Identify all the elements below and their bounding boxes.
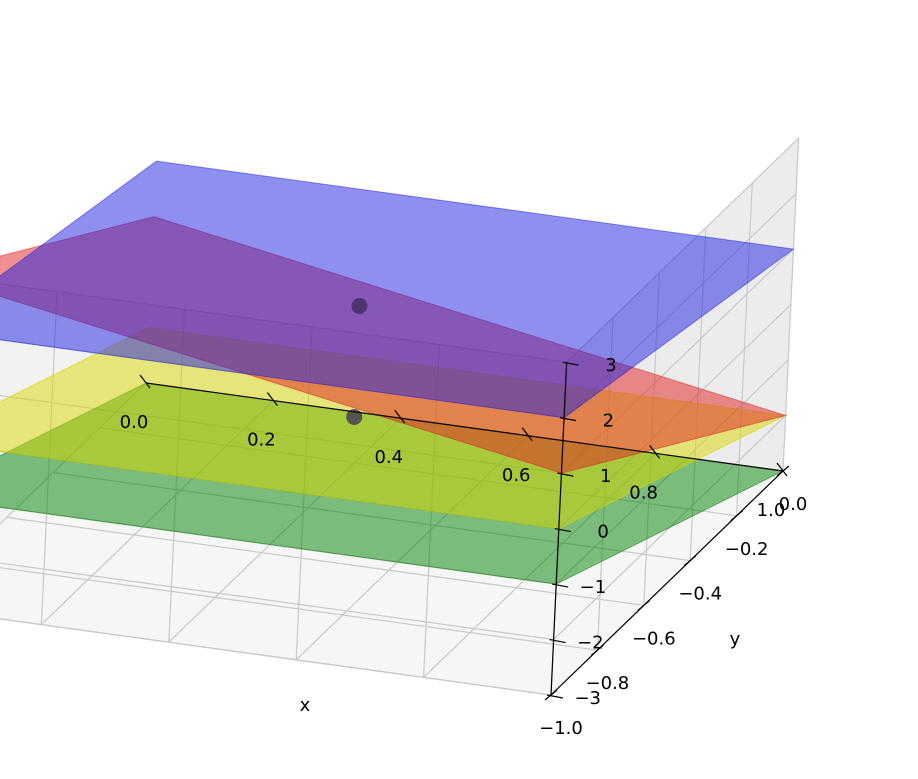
grid-line: [0, 567, 598, 651]
z-tick-label: −2: [577, 633, 604, 654]
y-axis-label: y: [730, 629, 741, 650]
y-tick: [776, 465, 790, 477]
grid-line: [6, 516, 644, 606]
z-axis-line: [550, 362, 568, 696]
y-axis-line: [550, 470, 784, 696]
x-tick: [394, 409, 406, 424]
x-tick-label: 0.4: [374, 447, 403, 468]
grid-line: [0, 562, 554, 641]
x-tick-label: 1.0: [757, 500, 786, 521]
x-tick-label: 0.0: [120, 412, 149, 433]
z-tick-label: −3: [574, 688, 601, 709]
scatter-points: [346, 298, 368, 425]
x-tick: [266, 392, 278, 406]
x-axis-line: [145, 382, 784, 472]
x-tick: [139, 374, 151, 389]
axis-lines: [139, 361, 790, 701]
x-axis-label: x: [300, 695, 311, 716]
z-tick: [559, 417, 577, 422]
y-tick-label: −0.6: [632, 628, 676, 649]
data-point-1: [351, 298, 368, 315]
x-tick-label: 0.6: [502, 465, 531, 486]
z-tick-label: 2: [603, 411, 614, 432]
y-tick-label: −0.4: [678, 584, 722, 605]
x-tick: [649, 445, 661, 459]
z-tick: [557, 472, 574, 477]
surfaces: [0, 160, 795, 585]
tick-labels: 0.00.20.40.60.81.00.0−0.2−0.4−0.6−0.8−1.…: [120, 355, 808, 739]
y-tick-label: −1.0: [539, 718, 583, 739]
y-tick: [683, 555, 697, 567]
grid-line: [0, 618, 552, 696]
x-tick: [521, 427, 533, 442]
z-tick-label: −1: [580, 577, 607, 598]
x-tick-label: 0.2: [247, 430, 276, 451]
z-tick: [549, 638, 566, 644]
z-tick: [552, 583, 569, 588]
y-tick: [637, 599, 651, 611]
x-tick-label: 0.8: [629, 482, 658, 503]
z-tick-label: 1: [600, 466, 611, 487]
y-tick: [591, 644, 604, 656]
y-tick-label: 0.0: [779, 494, 808, 515]
y-tick: [544, 689, 558, 701]
z-tick-label: 3: [605, 355, 616, 376]
data-point-2: [346, 408, 363, 425]
z-tick-label: 0: [597, 522, 608, 543]
z-tick: [554, 528, 571, 533]
y-tick-label: −0.2: [725, 539, 769, 560]
y-tick: [730, 510, 743, 522]
z-tick: [546, 694, 564, 699]
x-tick: [776, 462, 788, 477]
y-tick-label: −0.8: [586, 673, 630, 694]
z-tick: [562, 361, 579, 366]
